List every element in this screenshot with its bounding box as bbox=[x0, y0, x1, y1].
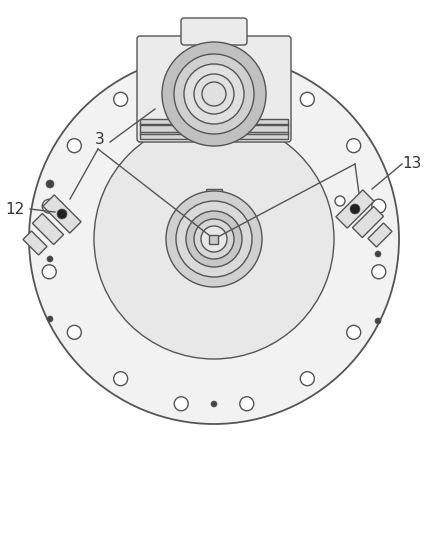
Circle shape bbox=[347, 326, 361, 339]
Circle shape bbox=[372, 199, 386, 213]
Bar bbox=[206, 189, 222, 219]
Circle shape bbox=[174, 54, 254, 134]
Circle shape bbox=[67, 326, 81, 339]
Circle shape bbox=[57, 209, 67, 219]
Circle shape bbox=[350, 204, 360, 214]
Circle shape bbox=[67, 139, 81, 153]
Bar bbox=[352, 206, 383, 238]
Circle shape bbox=[186, 211, 242, 267]
Text: 12: 12 bbox=[6, 201, 25, 216]
Circle shape bbox=[335, 196, 345, 206]
Circle shape bbox=[176, 201, 252, 277]
Circle shape bbox=[300, 92, 314, 107]
Bar bbox=[23, 231, 47, 255]
Text: 3: 3 bbox=[95, 132, 105, 147]
Circle shape bbox=[29, 54, 399, 424]
Bar bbox=[140, 119, 288, 139]
Bar bbox=[209, 234, 219, 244]
Circle shape bbox=[162, 42, 266, 146]
Circle shape bbox=[114, 372, 128, 386]
Circle shape bbox=[47, 256, 53, 262]
Circle shape bbox=[46, 180, 54, 188]
Circle shape bbox=[114, 92, 128, 107]
Circle shape bbox=[174, 397, 188, 411]
Circle shape bbox=[174, 67, 188, 81]
FancyBboxPatch shape bbox=[137, 36, 291, 142]
Circle shape bbox=[94, 119, 334, 359]
Circle shape bbox=[42, 265, 56, 279]
Text: 13: 13 bbox=[402, 156, 422, 171]
Circle shape bbox=[240, 67, 254, 81]
Circle shape bbox=[194, 219, 234, 259]
Circle shape bbox=[347, 139, 361, 153]
Circle shape bbox=[42, 199, 56, 213]
Circle shape bbox=[240, 397, 254, 411]
Circle shape bbox=[201, 226, 227, 252]
Bar bbox=[33, 214, 63, 244]
Bar bbox=[43, 195, 81, 233]
Bar bbox=[368, 223, 392, 247]
Circle shape bbox=[47, 316, 53, 322]
Circle shape bbox=[184, 64, 244, 124]
Circle shape bbox=[166, 191, 262, 287]
Circle shape bbox=[300, 372, 314, 386]
Circle shape bbox=[211, 401, 217, 407]
Circle shape bbox=[372, 265, 386, 279]
FancyBboxPatch shape bbox=[181, 18, 247, 45]
Circle shape bbox=[375, 251, 381, 257]
Circle shape bbox=[375, 318, 381, 324]
Bar bbox=[336, 190, 374, 228]
Bar bbox=[140, 124, 288, 134]
